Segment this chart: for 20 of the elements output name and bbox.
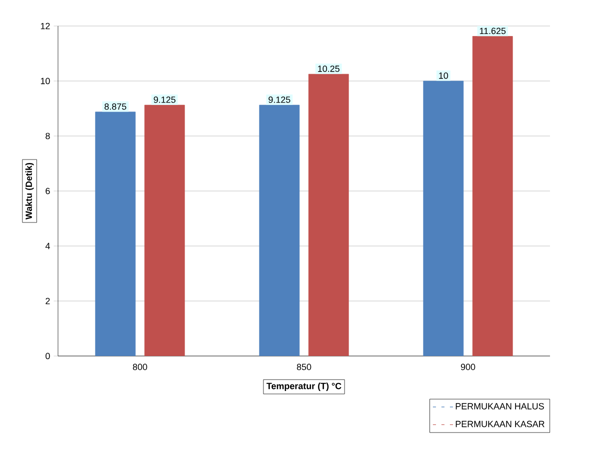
data-label: 9.125 xyxy=(268,96,290,103)
data-label: 8.875 xyxy=(104,103,126,110)
legend-label: PERMUKAAN HALUS xyxy=(456,403,544,410)
legend-label: PERMUKAAN KASAR xyxy=(456,420,544,428)
data-label: 9.125 xyxy=(154,96,176,103)
y-tick-label: 6 xyxy=(46,188,50,194)
y-tick-label: 12 xyxy=(40,22,50,30)
x-axis-title: Temperatur (T) °C xyxy=(266,382,342,391)
x-tick-label: 850 xyxy=(296,364,312,370)
data-label: 10 xyxy=(439,72,448,79)
data-label: 11.625 xyxy=(480,28,506,34)
y-tick-label: 4 xyxy=(45,242,50,250)
data-label: 10.25 xyxy=(318,66,340,72)
y-tick-label: 10 xyxy=(40,78,50,84)
y-tick-label: 8 xyxy=(46,132,50,140)
x-tick-label: 800 xyxy=(132,364,148,370)
y-tick-label: 0 xyxy=(46,352,50,360)
x-tick-label: 900 xyxy=(460,364,476,370)
y-tick-label: 2 xyxy=(46,298,50,304)
y-axis-title: Waktu (Detik) xyxy=(25,162,34,220)
